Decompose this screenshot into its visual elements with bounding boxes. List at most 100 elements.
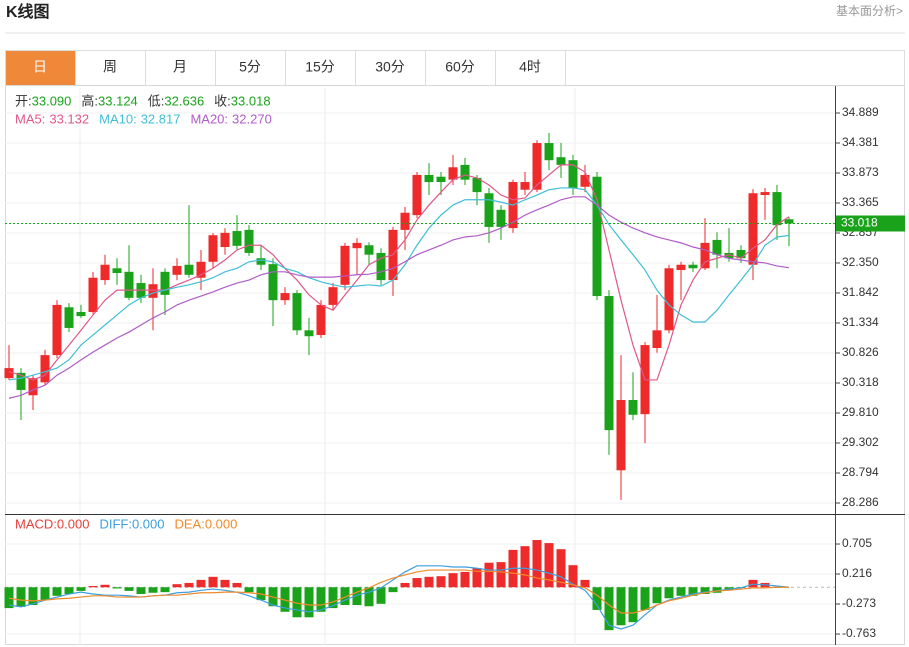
y-tick-label: 28.286 (842, 495, 879, 509)
macd-bar (388, 587, 398, 593)
candle-body (760, 192, 770, 196)
macd-bar (244, 587, 254, 593)
tab-label: 4时 (519, 59, 541, 75)
macd-line (8, 569, 789, 614)
tab-background (495, 50, 566, 86)
tab-label: 15分 (305, 59, 335, 75)
y-tick-label: 31.842 (842, 285, 879, 299)
macd-bar (196, 579, 206, 588)
legend-value: 0.000 (57, 516, 90, 531)
plot: 34.88934.38133.87333.36532.85732.35031.8… (4, 93, 905, 640)
candle-body (688, 264, 698, 269)
candle-body (64, 307, 74, 328)
candle-body (124, 271, 134, 298)
ma-line (8, 196, 790, 399)
candle-body (592, 176, 602, 297)
candle-body (76, 311, 86, 317)
legend-value: 32.270 (232, 111, 272, 126)
y-tick-label: 30.826 (842, 345, 879, 359)
candle-body (736, 249, 746, 259)
tab-label: 30分 (375, 59, 405, 75)
macd-bar (424, 576, 434, 588)
macd-bar (340, 587, 350, 606)
macd-bar (412, 578, 422, 588)
y-tick-label: 28.794 (842, 465, 879, 479)
y-tick-label: 31.334 (842, 315, 879, 329)
macd-bar (556, 549, 566, 588)
legend-name: MA10: (99, 111, 137, 126)
candle-body (664, 268, 674, 331)
macd-bar (436, 576, 446, 588)
candle-body (532, 143, 542, 190)
page-title: K线图 (6, 2, 50, 21)
macd-bar (52, 587, 62, 596)
macd-bar (112, 587, 122, 589)
macd-bar (652, 587, 662, 604)
tab[interactable]: 60分 (425, 50, 496, 86)
tab-label: 周 (103, 59, 117, 75)
macd-bar (124, 587, 134, 591)
macd-bar (400, 582, 410, 588)
y-tick-label: 30.318 (842, 375, 879, 389)
candle-body (292, 293, 302, 331)
candle-body (364, 245, 374, 255)
legend-name: DEA: (174, 516, 204, 531)
tab-label: 5分 (239, 59, 261, 75)
candle-body (724, 252, 734, 259)
analysis-link[interactable]: 基本面分析> (836, 4, 903, 18)
y-tick-label: 29.810 (842, 405, 879, 419)
legend-value: 32.817 (141, 111, 181, 126)
candle-body (544, 143, 554, 161)
macd-bar (568, 565, 578, 588)
date-dividers (79, 88, 576, 645)
candle-body (712, 239, 722, 255)
candle-body (604, 296, 614, 431)
tab[interactable]: 15分 (285, 50, 356, 86)
candle-body (208, 235, 218, 262)
macd-bar (544, 543, 554, 588)
macd-bar (148, 587, 158, 593)
legend-label: 低: (148, 93, 165, 108)
tab[interactable]: 周 (75, 50, 146, 86)
tab-label: 日 (33, 59, 47, 75)
candle-body (496, 209, 506, 227)
tab-background (285, 50, 356, 86)
legend-label: 高: (81, 93, 98, 108)
y-tick-label: 34.381 (842, 135, 879, 149)
macd-bar (376, 587, 386, 604)
candle-body (400, 212, 410, 230)
macd-bar (136, 587, 146, 594)
tab[interactable]: 30分 (355, 50, 426, 86)
tab[interactable]: 日 (5, 50, 76, 86)
candle-body (556, 157, 566, 165)
macd-bar (328, 587, 338, 609)
macd-bar (628, 587, 638, 623)
candle-body (280, 293, 290, 301)
legend-name: MA5: (15, 111, 45, 126)
macd-bar (460, 571, 470, 588)
candle-body (340, 245, 350, 285)
macd-bar (580, 579, 590, 588)
candle-body (484, 193, 494, 227)
candle-body (268, 264, 278, 301)
tab-label: 月 (173, 59, 187, 75)
tab[interactable]: 4时 (495, 50, 566, 86)
macd-bar (100, 584, 110, 588)
candle-body (40, 355, 50, 383)
y-tick-label: 29.302 (842, 435, 879, 449)
macd-bar (4, 587, 14, 609)
last-price-box (836, 215, 905, 232)
candle-body (652, 330, 662, 349)
tab[interactable]: 月 (145, 50, 216, 86)
candle-body (772, 192, 782, 226)
candle-body (88, 277, 98, 312)
tab[interactable]: 5分 (215, 50, 286, 86)
macd-bar (688, 587, 698, 596)
candle-body (304, 330, 314, 337)
tab-label: 60分 (445, 59, 475, 75)
legend-name: DIFF: (99, 516, 132, 531)
candle-body (256, 258, 266, 265)
y-tick-label: 34.889 (842, 105, 879, 119)
